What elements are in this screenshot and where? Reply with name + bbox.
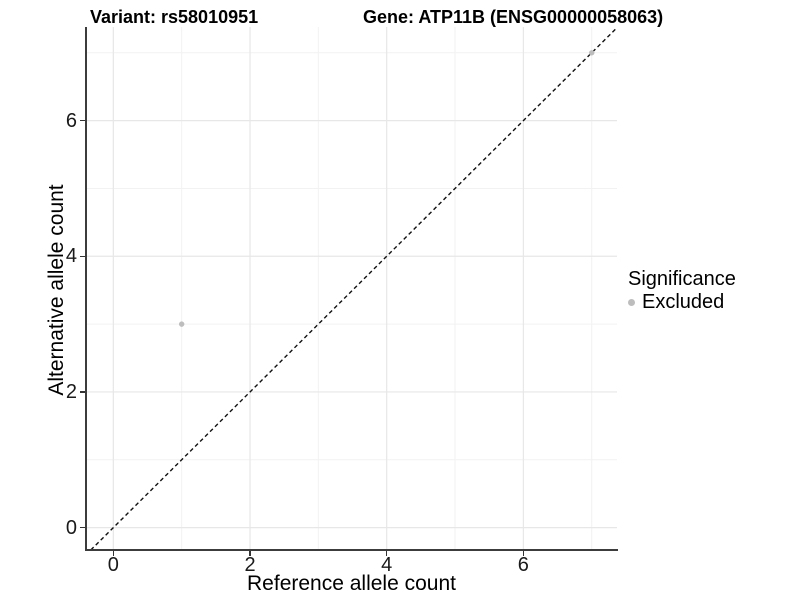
x-axis-line (84, 549, 618, 551)
y-tick-label: 2 (65, 380, 77, 403)
y-tick-label: 6 (65, 109, 77, 132)
x-tick-label: 2 (244, 554, 256, 576)
x-tick-label: 0 (107, 554, 119, 576)
data-point (178, 321, 185, 327)
identity-dashed-line (90, 27, 617, 550)
y-tick-mark (79, 255, 85, 258)
y-tick-mark (79, 119, 85, 122)
plot-svg (86, 27, 617, 550)
y-tick-label: 0 (65, 516, 77, 539)
x-tick-mark (249, 551, 251, 556)
x-tick-mark (522, 551, 525, 556)
x-tick-label: 4 (381, 554, 393, 576)
plot-panel (86, 27, 617, 550)
y-tick-mark (79, 391, 85, 393)
x-tick-mark (112, 551, 115, 556)
x-tick-label: 6 (517, 554, 529, 576)
data-point (589, 50, 595, 56)
x-tick-mark (385, 551, 388, 556)
legend-item-excluded: Excluded (628, 291, 736, 313)
y-axis-title: Alternative allele count (45, 184, 68, 396)
legend-item-label: Excluded (642, 291, 725, 313)
x-axis-title: Reference allele count (247, 572, 456, 595)
y-tick-mark (79, 526, 85, 529)
legend-title: Significance (628, 268, 736, 290)
y-axis-line (84, 27, 87, 551)
gene-title: Gene: ATP11B (ENSG00000058063) (363, 7, 664, 27)
excluded-point-icon (628, 298, 635, 306)
legend: Significance Excluded (628, 268, 736, 313)
y-tick-label: 4 (65, 245, 77, 268)
variant-title: Variant: rs58010951 (90, 7, 259, 27)
